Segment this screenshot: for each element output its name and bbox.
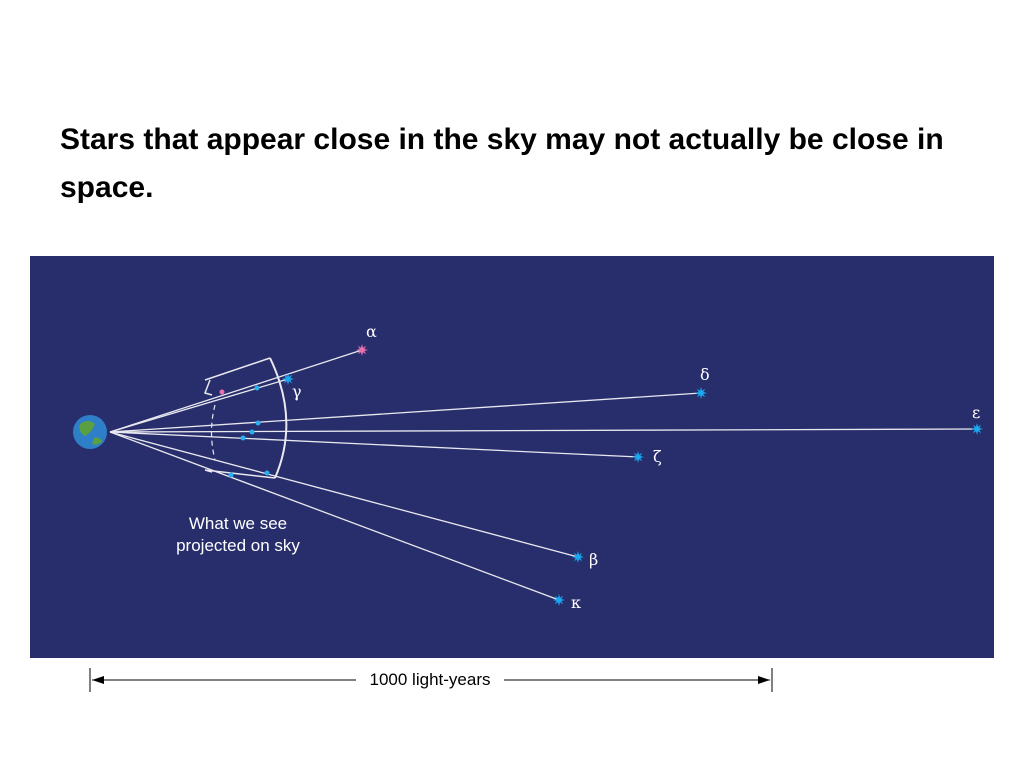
- sky-arc: [269, 357, 288, 479]
- star: [282, 373, 294, 385]
- scale-label: 1000 light-years: [370, 670, 491, 689]
- star: [632, 451, 644, 463]
- earth: [73, 415, 107, 449]
- star-label: κ: [571, 593, 581, 612]
- star-label: ε: [972, 403, 980, 422]
- projected-dot: [249, 429, 255, 435]
- star-label: β: [589, 550, 598, 569]
- projected-dot: [255, 420, 261, 426]
- sky-background: [30, 256, 994, 658]
- star: [553, 594, 565, 606]
- star: [572, 551, 584, 563]
- star-label: γ: [292, 382, 302, 401]
- projected-dot: [240, 435, 246, 441]
- projected-dot: [228, 472, 234, 478]
- sight-line: [109, 431, 579, 558]
- projection-bracket: [204, 357, 276, 479]
- star: [356, 344, 368, 356]
- caption-line: What we see: [189, 514, 287, 533]
- projected-dot: [219, 389, 225, 395]
- earth-land: [79, 421, 102, 445]
- star: [695, 387, 707, 399]
- star-label: δ: [700, 365, 710, 384]
- star-label: α: [366, 322, 377, 341]
- slide-title: Stars that appear close in the sky may n…: [60, 123, 944, 204]
- sight-lines: [109, 349, 978, 601]
- star: [971, 423, 983, 435]
- dashed-arc: [210, 404, 216, 461]
- stars: α γ δ ε ζ β κ: [282, 322, 983, 612]
- projected-dot: [254, 385, 260, 391]
- sight-line: [109, 428, 978, 433]
- projected-dots: [219, 385, 270, 478]
- scale-bar: 1000 light-years: [89, 668, 773, 692]
- caption-line: projected on sky: [176, 536, 300, 555]
- sight-line: [109, 349, 363, 433]
- star-label: ζ: [653, 447, 662, 466]
- projected-dot: [264, 470, 270, 476]
- sight-line: [109, 392, 702, 433]
- sight-line: [109, 431, 560, 601]
- sight-line: [109, 431, 639, 458]
